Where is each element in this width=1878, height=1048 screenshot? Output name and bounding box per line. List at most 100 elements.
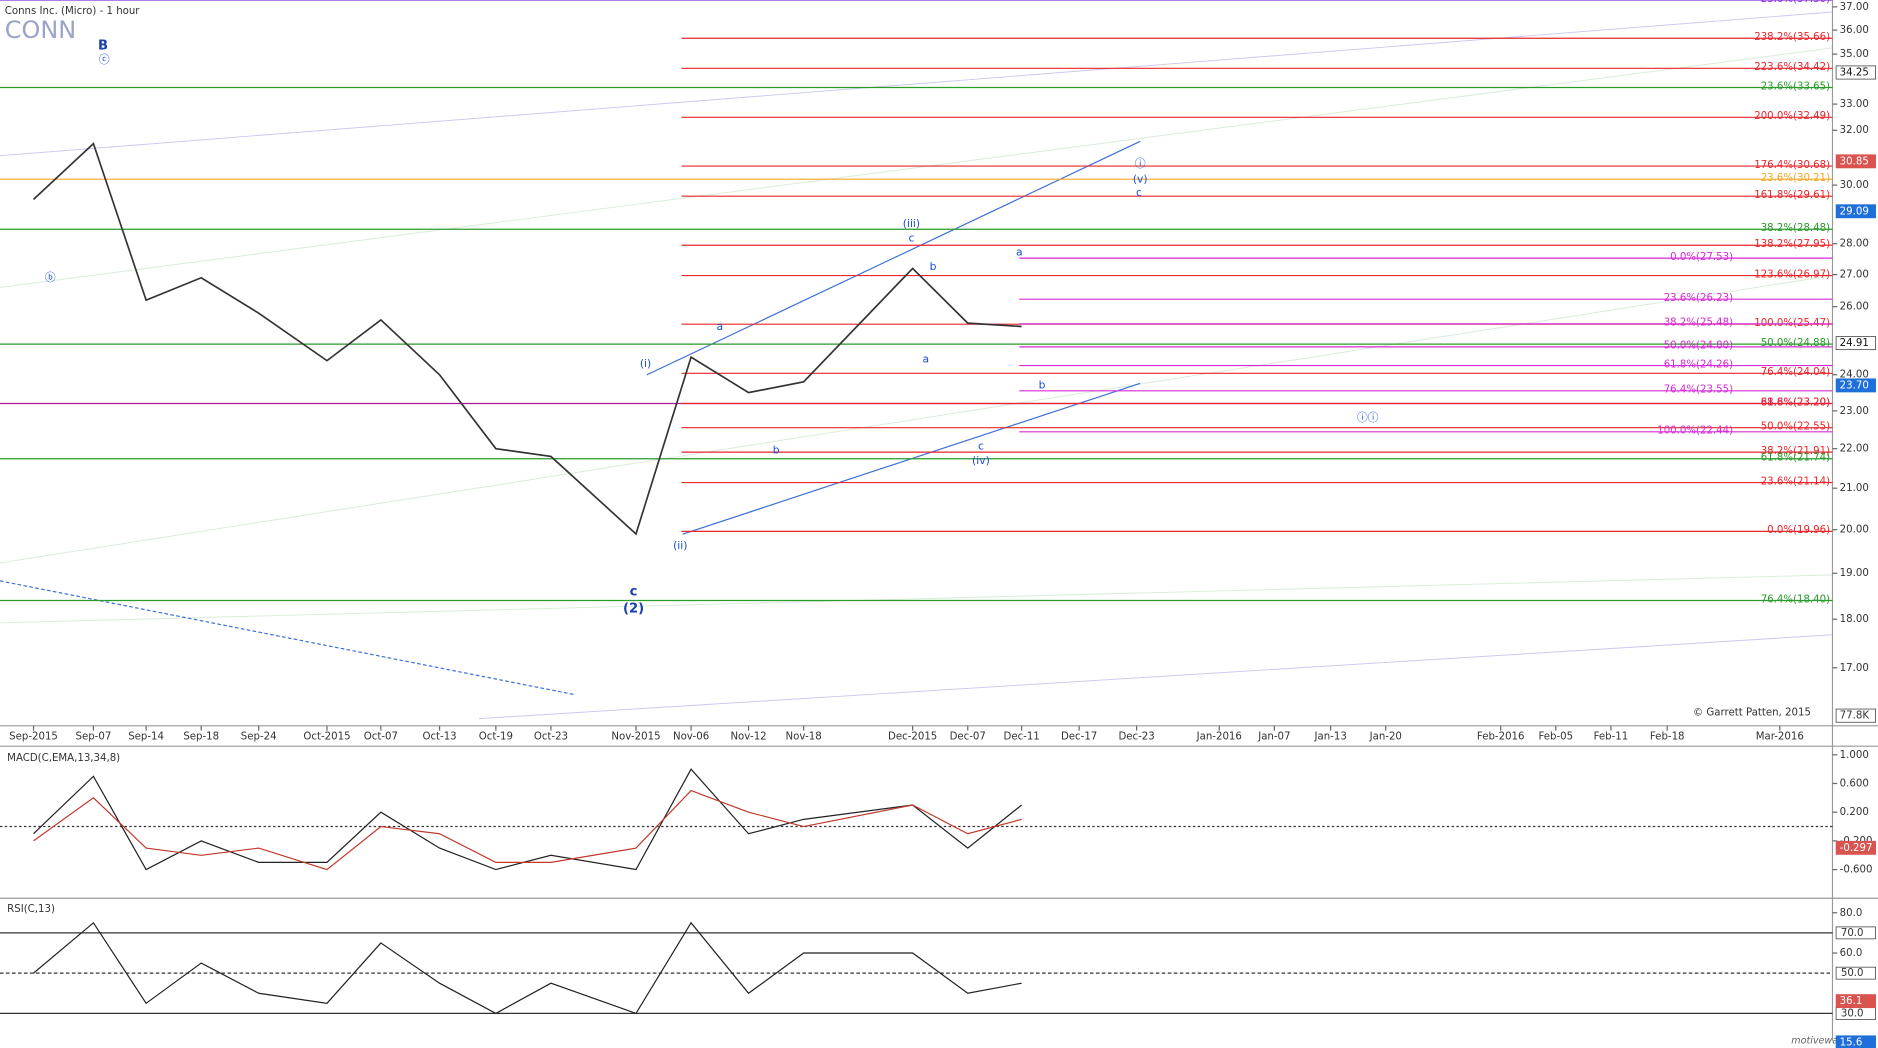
y-tick-label: 26.00 bbox=[1840, 302, 1869, 313]
y-tick-label: 0.600 bbox=[1840, 778, 1869, 789]
level-label: 238.2%(35.66) bbox=[1754, 32, 1830, 43]
level-label: 0.0%(19.96) bbox=[1767, 525, 1830, 536]
x-tick-label: Jan-13 bbox=[1314, 732, 1347, 743]
price-tag-label: 30.85 bbox=[1840, 156, 1869, 167]
price-tag bbox=[1835, 994, 1876, 1009]
level-label: 61.8%(24.26) bbox=[1664, 359, 1733, 370]
wave-label: ⓘⓘ bbox=[1357, 411, 1379, 424]
wave-label: a bbox=[1016, 246, 1023, 259]
x-tick-label: Mar-2016 bbox=[1756, 732, 1804, 743]
trend-line bbox=[479, 634, 1833, 720]
x-tick-label: Dec-17 bbox=[1061, 732, 1097, 743]
level-label: 161.8%(29.61) bbox=[1754, 190, 1830, 201]
level-tag-label: 70.0 bbox=[1841, 928, 1864, 939]
y-tick-label: 33.00 bbox=[1840, 99, 1869, 110]
price-tag-label: 24.91 bbox=[1840, 338, 1869, 349]
wave-label: ⓑ bbox=[45, 271, 56, 284]
x-tick-label: Dec-07 bbox=[950, 732, 986, 743]
footer: motivewave.com bbox=[1791, 1035, 1873, 1046]
level-label: 223.6%(34.42) bbox=[1754, 62, 1830, 73]
y-tick-label: 27.00 bbox=[1840, 270, 1869, 281]
wave-label: (iii) bbox=[903, 217, 920, 230]
level-tag bbox=[1835, 966, 1876, 980]
x-tick-label: Sep-14 bbox=[128, 732, 164, 743]
wave-label: c bbox=[630, 585, 638, 600]
x-tick-label: Oct-23 bbox=[534, 732, 568, 743]
symbol: CONN bbox=[5, 16, 76, 44]
price-tag-label: 36.1 bbox=[1840, 996, 1863, 1007]
x-tick-label: Nov-12 bbox=[730, 732, 766, 743]
y-tick-label: 32.00 bbox=[1840, 125, 1869, 136]
level-label: 76.4%(24.04) bbox=[1761, 367, 1830, 378]
level-label: 23.6%(30.21) bbox=[1761, 173, 1830, 184]
price-tag-label: 23.70 bbox=[1840, 380, 1869, 391]
y-tick-label: 30.00 bbox=[1840, 180, 1869, 191]
level-label: 76.4%(23.55) bbox=[1664, 385, 1733, 396]
x-tick-label: Oct-13 bbox=[422, 732, 456, 743]
y-tick-label: 0.200 bbox=[1840, 807, 1869, 818]
level-label: 23.6%(26.23) bbox=[1664, 293, 1733, 304]
volume-tag-label: 77.8K bbox=[1840, 711, 1870, 722]
price-tag-label: 34.25 bbox=[1840, 67, 1869, 78]
price-tag bbox=[1835, 1035, 1876, 1048]
price-tag-label: 29.09 bbox=[1840, 206, 1869, 217]
y-tick-label: -0.600 bbox=[1840, 865, 1873, 876]
level-label: 100.0%(22.44) bbox=[1657, 426, 1733, 437]
y-tick-label: 60.0 bbox=[1840, 948, 1863, 959]
price-tag bbox=[1835, 336, 1876, 351]
series-line bbox=[33, 768, 1023, 871]
copyright: © Garrett Patten, 2015 bbox=[1693, 708, 1811, 719]
y-tick-label: 23.00 bbox=[1840, 406, 1869, 417]
x-tick-label: Oct-07 bbox=[364, 732, 398, 743]
wave-label: c bbox=[908, 231, 914, 244]
price-tag-label: 15.6 bbox=[1840, 1037, 1863, 1048]
level-tag-label: 30.0 bbox=[1841, 1008, 1864, 1019]
level-label: 38.2%(21.91) bbox=[1761, 446, 1830, 457]
indicator-title: MACD(C,EMA,13,34,8) bbox=[7, 753, 120, 764]
wave-label: a bbox=[923, 352, 930, 365]
level-label: 61.8%(21.74) bbox=[1761, 453, 1830, 464]
price-tag bbox=[1835, 378, 1876, 393]
wave-label: b bbox=[773, 443, 780, 456]
level-label: 38.2%(25.48) bbox=[1664, 318, 1733, 329]
y-tick-label: 24.00 bbox=[1840, 370, 1869, 381]
level-label: 23.6%(37.30) bbox=[1761, 0, 1830, 5]
chart-title: Conns Inc. (Micro) - 1 hour bbox=[5, 6, 141, 17]
level-label: 200.0%(32.49) bbox=[1754, 111, 1830, 122]
wave-label: (i) bbox=[640, 357, 651, 370]
x-tick-label: Jan-07 bbox=[1257, 732, 1290, 743]
x-tick-label: Nov-2015 bbox=[611, 732, 660, 743]
level-label: 50.0%(24.88) bbox=[1761, 338, 1830, 349]
wave-label: b bbox=[930, 260, 937, 273]
x-tick-label: Jan-20 bbox=[1369, 732, 1402, 743]
y-tick-label: 80.0 bbox=[1840, 908, 1863, 919]
volume-tag bbox=[1835, 708, 1876, 723]
wave-label: B bbox=[98, 39, 108, 54]
wave-label: ⓘ bbox=[1135, 157, 1146, 170]
level-label: 0.0%(27.53) bbox=[1670, 252, 1733, 263]
y-tick-label: 20.00 bbox=[1840, 525, 1869, 536]
level-label: 50.0%(22.55) bbox=[1761, 421, 1830, 432]
x-tick-label: Dec-11 bbox=[1003, 732, 1039, 743]
x-tick-label: Sep-07 bbox=[76, 732, 112, 743]
y-tick-label: 28.00 bbox=[1840, 239, 1869, 250]
y-tick-label: 17.00 bbox=[1840, 663, 1869, 674]
level-tag bbox=[1835, 926, 1876, 940]
y-tick-label: 19.00 bbox=[1840, 568, 1869, 579]
wave-label: b bbox=[1039, 379, 1046, 392]
x-tick-label: Oct-2015 bbox=[303, 732, 350, 743]
x-tick-label: Nov-18 bbox=[786, 732, 822, 743]
y-tick-label: 36.00 bbox=[1840, 25, 1869, 36]
price-tag bbox=[1835, 840, 1876, 855]
price-tag bbox=[1835, 204, 1876, 219]
y-tick-label: 1.000 bbox=[1840, 750, 1869, 761]
level-label: 23.6%(21.14) bbox=[1761, 476, 1830, 487]
x-tick-label: Oct-19 bbox=[479, 732, 513, 743]
level-label: 138.2%(27.95) bbox=[1754, 239, 1830, 250]
series-line bbox=[32, 142, 1022, 536]
trend-line bbox=[0, 574, 1833, 624]
level-label: 23.6%(33.65) bbox=[1761, 81, 1830, 92]
wave-label: a bbox=[717, 320, 724, 333]
